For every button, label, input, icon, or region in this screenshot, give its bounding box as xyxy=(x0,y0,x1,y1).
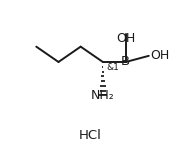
Text: &1: &1 xyxy=(106,63,119,73)
Text: B: B xyxy=(121,56,130,68)
Text: HCl: HCl xyxy=(78,129,101,142)
Text: OH: OH xyxy=(150,49,169,62)
Text: OH: OH xyxy=(116,32,136,45)
Text: NH₂: NH₂ xyxy=(91,89,115,102)
